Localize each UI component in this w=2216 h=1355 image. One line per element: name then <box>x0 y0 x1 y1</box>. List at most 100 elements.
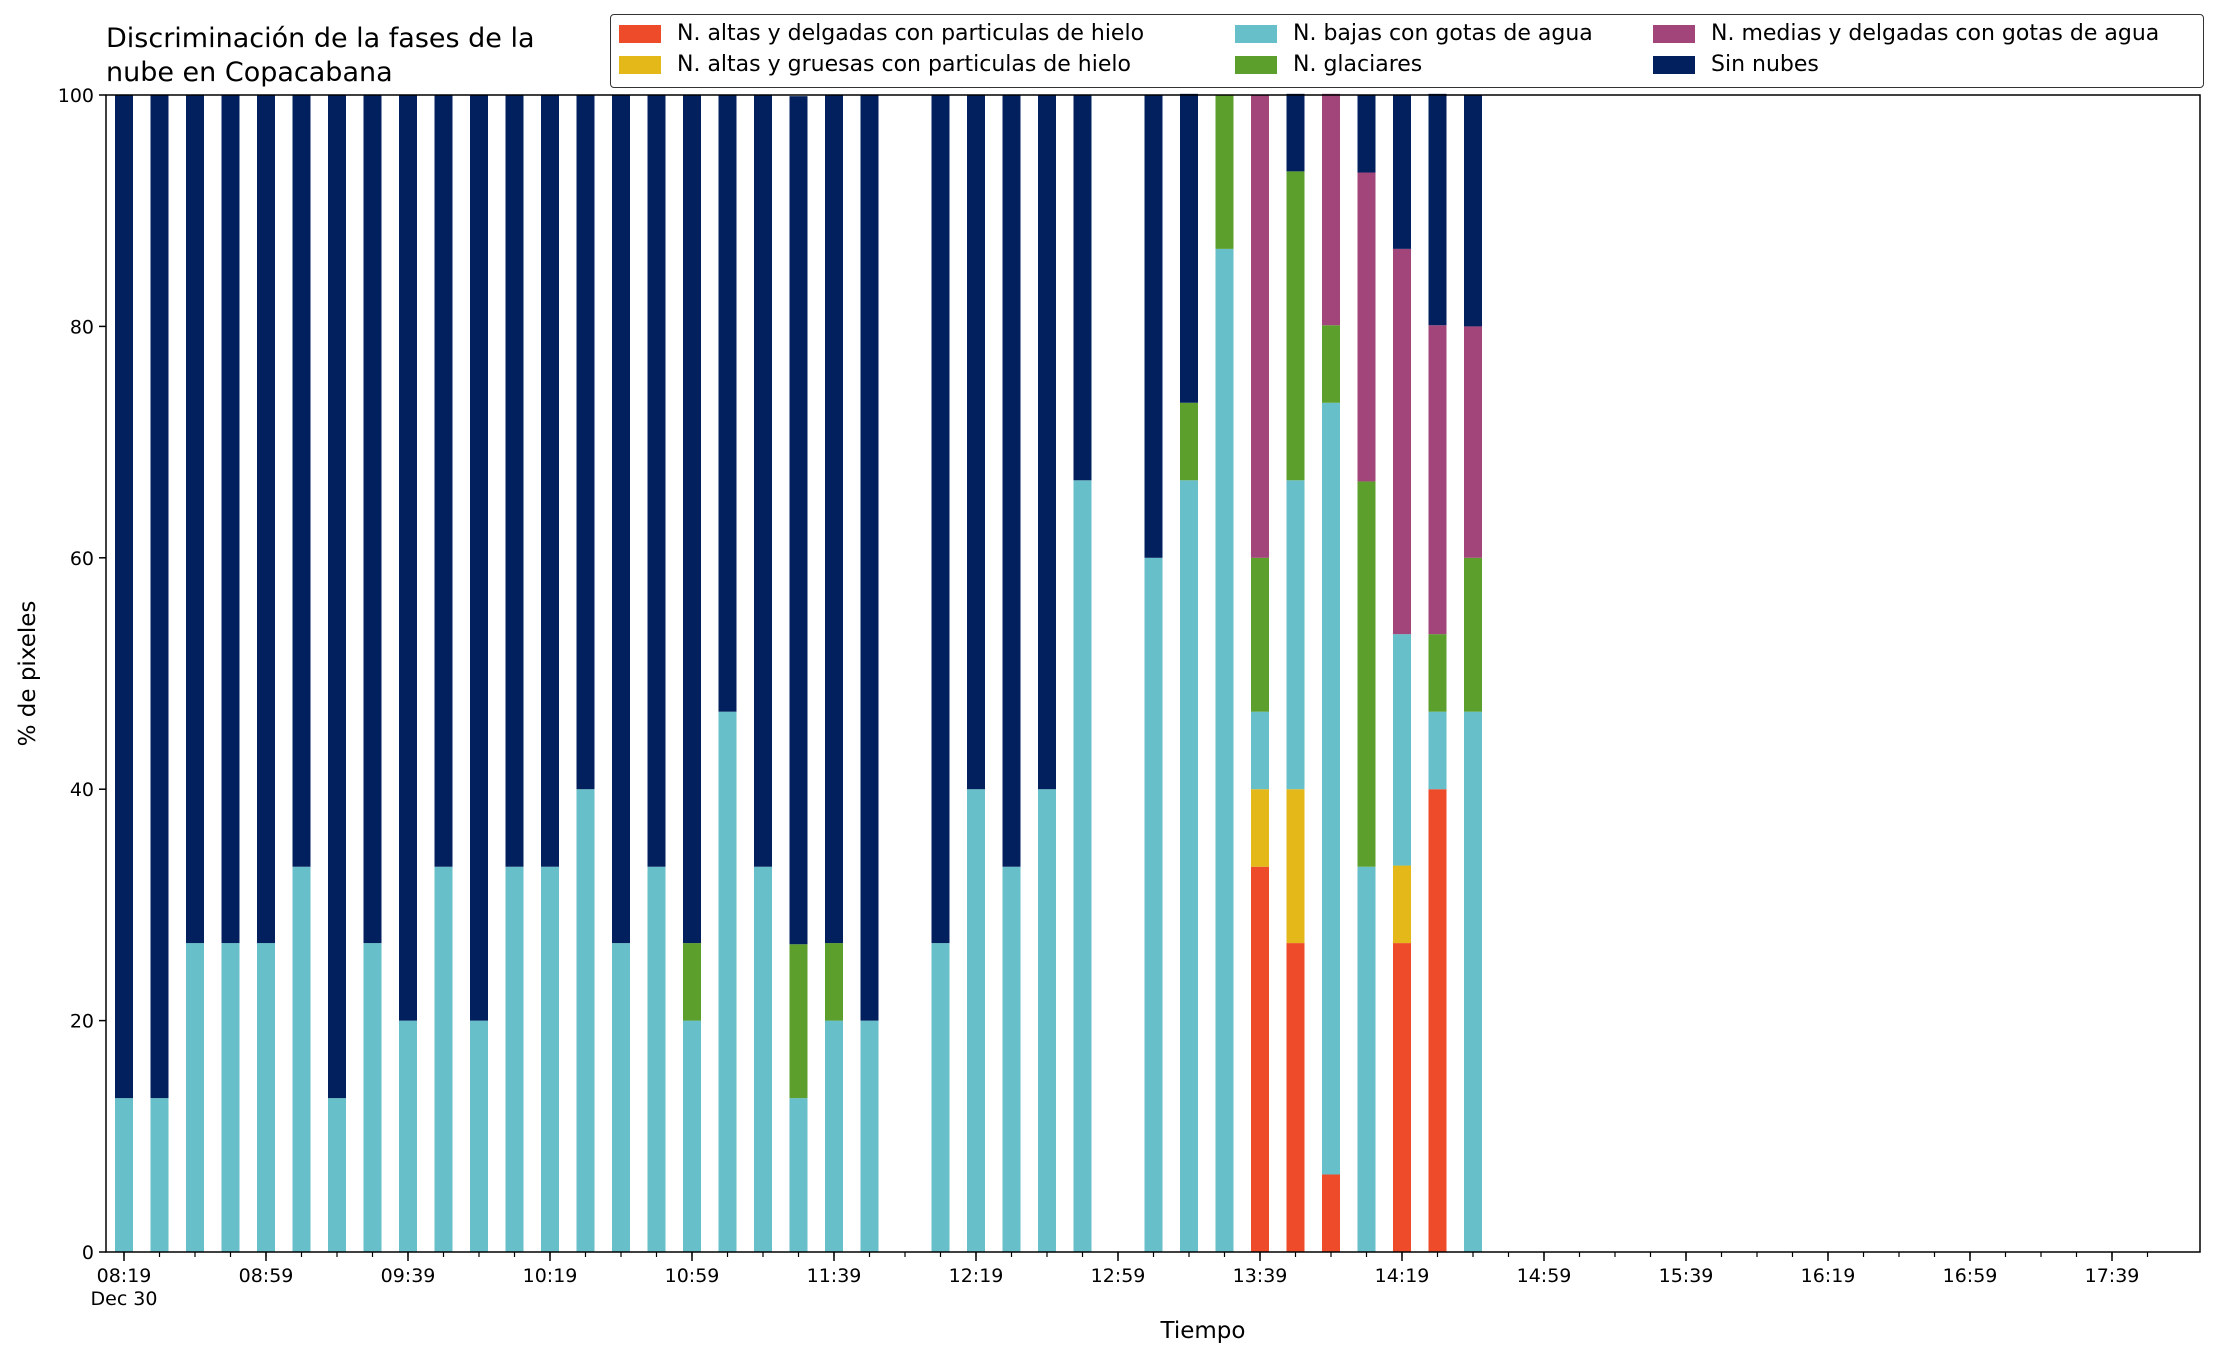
bar-segment <box>541 95 559 867</box>
x-tick-label: 14:59 <box>1517 1265 1572 1287</box>
bar-segment <box>1393 634 1411 866</box>
bar-segment <box>647 866 666 1252</box>
legend-item: N. bajas con gotas de agua <box>1235 21 1593 46</box>
bar-segment <box>860 1020 879 1252</box>
bar-segment <box>1357 481 1376 867</box>
y-axis-label: % de pixeles <box>15 601 41 747</box>
bar-segment <box>541 866 559 1252</box>
bar-segment <box>434 866 453 1252</box>
bar-segment <box>328 95 346 1099</box>
x-tick-label: 14:19 <box>1375 1265 1430 1287</box>
legend: N. altas y delgadas con particulas de hi… <box>610 14 2204 88</box>
y-tick-label: 80 <box>70 316 94 338</box>
bar-segment <box>1286 93 1305 172</box>
legend-item: N. altas y gruesas con particulas de hie… <box>619 52 1131 77</box>
x-tick-label: 13:39 <box>1233 1265 1288 1287</box>
y-tick-label: 100 <box>58 85 94 107</box>
bar-segment <box>1393 865 1411 944</box>
bar-segment <box>1393 943 1411 1252</box>
bar-segment <box>576 789 595 1252</box>
bar-segment <box>115 1098 133 1252</box>
bar-segment <box>576 95 595 790</box>
x-tick-label: 12:59 <box>1091 1265 1146 1287</box>
bar-segment <box>505 866 524 1252</box>
y-tick-label: 60 <box>70 548 94 570</box>
bar-segment <box>1251 557 1269 712</box>
bar-segment <box>434 95 453 867</box>
bar-segment <box>1251 866 1269 1252</box>
bar-segment <box>931 943 950 1252</box>
bar-segment <box>363 943 382 1252</box>
bar-segment <box>1393 95 1411 249</box>
bar-segment <box>1180 402 1198 481</box>
bar-segment <box>1002 866 1021 1252</box>
legend-item: Sin nubes <box>1653 52 1819 77</box>
chart-title: Discriminación de la fases de la nube en… <box>106 23 535 88</box>
bar-segment <box>612 95 630 944</box>
bar-segment <box>683 95 701 944</box>
x-tick-label: 08:59 <box>239 1265 294 1287</box>
x-tick-label: 10:59 <box>665 1265 720 1287</box>
bar-segment <box>150 1098 169 1252</box>
bar-segment <box>1215 248 1234 1252</box>
bar-segment <box>1357 866 1376 1252</box>
bar-segment <box>1322 402 1340 1175</box>
bar-segment <box>1464 711 1482 1252</box>
x-tick-label: 11:39 <box>807 1265 862 1287</box>
bar-segment <box>1251 711 1269 790</box>
legend-swatch <box>1235 24 1277 43</box>
bar-segment <box>612 943 630 1252</box>
x-tick-label: 10:19 <box>523 1265 578 1287</box>
legend-label: N. altas y gruesas con particulas de hie… <box>677 52 1131 77</box>
bar-segment <box>1464 557 1482 712</box>
bar-segment <box>647 95 666 867</box>
x-tick-label: 16:59 <box>1943 1265 1998 1287</box>
bar-segment <box>115 95 133 1099</box>
bar-segment <box>1428 711 1447 790</box>
bar-segment <box>718 95 737 712</box>
bar-segment <box>1144 95 1163 558</box>
legend-label: N. glaciares <box>1293 52 1423 77</box>
legend-item: N. medias y delgadas con gotas de agua <box>1653 21 2159 46</box>
bar-segment <box>292 95 311 867</box>
bar-segment <box>789 96 808 945</box>
x-tick-sublabel: Dec 30 <box>91 1288 158 1310</box>
bar-segment <box>1428 93 1447 326</box>
bar-segment <box>221 943 240 1252</box>
bar-segment <box>221 95 240 944</box>
bar-segment <box>1357 95 1376 173</box>
legend-swatch <box>1235 55 1277 74</box>
bar-segment <box>1073 95 1092 481</box>
x-tick-label: 16:19 <box>1801 1265 1856 1287</box>
bar-segment <box>470 95 488 1021</box>
bar-segment <box>1464 326 1482 558</box>
x-tick-label: 17:39 <box>2085 1265 2140 1287</box>
legend-label: N. medias y delgadas con gotas de agua <box>1711 21 2160 46</box>
legend-label: Sin nubes <box>1711 52 1819 77</box>
bar-segment <box>328 1098 346 1252</box>
y-tick-label: 20 <box>70 1011 94 1033</box>
bar-segment <box>1464 95 1482 327</box>
bar-segment <box>1038 95 1056 790</box>
bar-segment <box>967 95 985 790</box>
bar-segment <box>1038 789 1056 1252</box>
bar-segment <box>1180 93 1198 403</box>
bar-segment <box>186 95 204 944</box>
bar-segment <box>825 1020 843 1252</box>
bar-segment <box>186 943 204 1252</box>
bar-segment <box>292 866 311 1252</box>
legend-label: N. bajas con gotas de agua <box>1293 21 1593 46</box>
bar-segment <box>683 1020 701 1252</box>
x-tick-label: 12:19 <box>949 1265 1004 1287</box>
y-tick-label: 0 <box>82 1242 94 1264</box>
bar-segment <box>1073 480 1092 1252</box>
bar-segment <box>1286 480 1305 790</box>
bar-segment <box>754 866 772 1252</box>
y-tick-label: 40 <box>70 779 94 801</box>
bar-segment <box>1286 943 1305 1252</box>
bar-segment <box>683 943 701 1021</box>
bar-segment <box>1322 325 1340 403</box>
bar-segment <box>399 1020 417 1252</box>
bar-segment <box>399 95 417 1021</box>
